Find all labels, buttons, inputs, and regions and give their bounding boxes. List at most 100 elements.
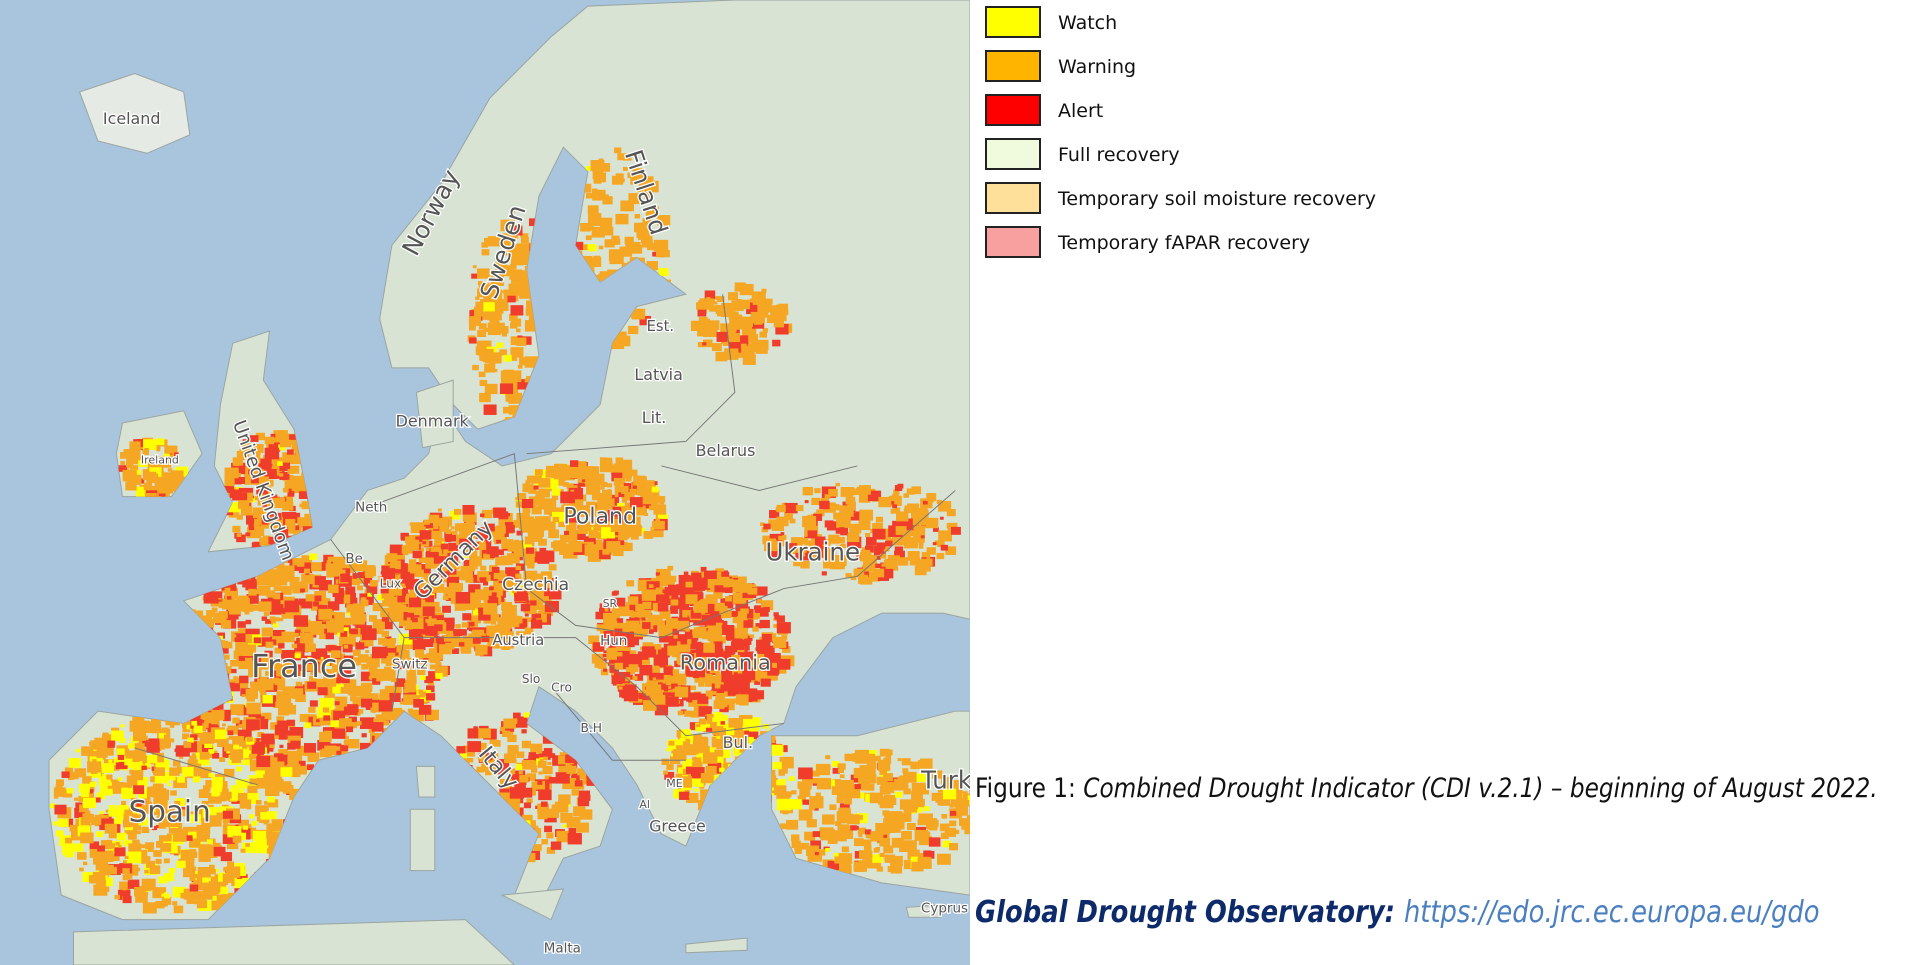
drought-patch bbox=[133, 785, 145, 795]
drought-patch bbox=[70, 829, 85, 841]
drought-patch bbox=[109, 805, 116, 811]
drought-patch bbox=[203, 592, 218, 604]
drought-patch bbox=[483, 587, 489, 592]
drought-patch bbox=[132, 839, 140, 846]
drought-patch bbox=[583, 536, 596, 546]
drought-patch bbox=[237, 793, 248, 801]
drought-patch bbox=[598, 245, 604, 250]
drought-patch bbox=[858, 485, 871, 495]
drought-patch bbox=[691, 757, 696, 761]
drought-patch bbox=[631, 308, 646, 320]
drought-patch bbox=[807, 530, 818, 539]
drought-patch bbox=[644, 512, 649, 517]
drought-patch bbox=[588, 257, 602, 268]
drought-patch bbox=[82, 776, 92, 784]
drought-patch bbox=[878, 496, 892, 508]
drought-patch bbox=[626, 681, 633, 687]
drought-patch bbox=[152, 783, 162, 791]
drought-patch bbox=[289, 727, 304, 739]
drought-patch bbox=[756, 586, 768, 596]
drought-patch bbox=[189, 876, 196, 881]
drought-patch bbox=[779, 778, 786, 785]
drought-patch bbox=[637, 654, 651, 665]
drought-patch bbox=[487, 752, 499, 762]
drought-patch bbox=[763, 606, 770, 613]
drought-patch bbox=[903, 493, 910, 498]
drought-patch bbox=[251, 743, 265, 754]
drought-patch bbox=[289, 465, 300, 474]
drought-patch bbox=[936, 499, 942, 505]
drought-patch bbox=[918, 813, 933, 826]
drought-patch bbox=[579, 774, 585, 780]
drought-patch bbox=[144, 448, 149, 452]
drought-patch bbox=[698, 718, 707, 725]
drought-patch bbox=[228, 735, 234, 740]
drought-patch bbox=[234, 677, 242, 684]
drought-patch bbox=[369, 668, 385, 681]
drought-patch bbox=[352, 573, 360, 579]
drought-patch bbox=[327, 601, 340, 611]
drought-patch bbox=[150, 804, 157, 810]
drought-patch bbox=[664, 586, 676, 596]
drought-patch bbox=[309, 675, 318, 683]
drought-patch bbox=[760, 522, 765, 527]
drought-patch bbox=[251, 820, 258, 826]
drought-patch bbox=[425, 557, 440, 569]
drought-patch bbox=[334, 696, 348, 707]
drought-patch bbox=[822, 814, 835, 825]
drought-patch bbox=[772, 787, 776, 791]
drought-patch bbox=[207, 815, 222, 827]
drought-patch bbox=[122, 895, 132, 904]
drought-patch bbox=[418, 689, 424, 694]
drought-patch bbox=[245, 619, 252, 625]
drought-patch bbox=[172, 886, 187, 898]
drought-patch bbox=[202, 722, 209, 728]
drought-patch bbox=[724, 587, 733, 594]
drought-patch bbox=[515, 763, 524, 771]
drought-patch bbox=[463, 638, 474, 648]
drought-patch bbox=[454, 602, 466, 611]
drought-patch bbox=[864, 829, 872, 835]
drought-patch bbox=[663, 666, 674, 674]
drought-patch bbox=[150, 786, 157, 792]
drought-patch bbox=[426, 685, 435, 693]
drought-patch bbox=[255, 800, 262, 805]
drought-patch bbox=[873, 755, 881, 762]
drought-patch bbox=[946, 829, 955, 836]
drought-patch bbox=[249, 778, 258, 785]
drought-patch bbox=[305, 664, 315, 671]
drought-patch bbox=[301, 555, 313, 564]
drought-patch bbox=[543, 516, 551, 523]
drought-patch bbox=[119, 863, 133, 874]
drought-patch bbox=[771, 305, 776, 309]
drought-patch bbox=[593, 523, 603, 532]
drought-patch bbox=[600, 486, 605, 490]
drought-patch bbox=[230, 660, 239, 667]
drought-patch bbox=[832, 779, 841, 786]
drought-patch bbox=[894, 550, 905, 560]
drought-patch bbox=[246, 736, 253, 742]
drought-patch bbox=[683, 637, 692, 644]
drought-patch bbox=[497, 573, 507, 581]
drought-patch bbox=[492, 740, 501, 747]
drought-patch bbox=[594, 663, 601, 668]
drought-patch bbox=[752, 675, 759, 681]
drought-patch bbox=[136, 799, 147, 808]
drought-patch bbox=[413, 699, 424, 708]
drought-patch bbox=[325, 632, 335, 640]
drought-patch bbox=[207, 882, 221, 893]
drought-patch bbox=[384, 720, 390, 725]
drought-patch bbox=[293, 615, 309, 627]
drought-patch bbox=[757, 642, 762, 646]
drought-patch bbox=[725, 634, 734, 640]
drought-patch bbox=[459, 642, 465, 647]
drought-patch bbox=[911, 782, 926, 795]
drought-patch bbox=[707, 579, 720, 589]
drought-patch bbox=[384, 686, 391, 691]
drought-patch bbox=[464, 749, 469, 754]
drought-patch bbox=[287, 719, 295, 726]
drought-patch bbox=[206, 610, 215, 618]
drought-patch bbox=[425, 709, 439, 721]
drought-patch bbox=[400, 571, 415, 584]
drought-patch bbox=[685, 594, 698, 604]
